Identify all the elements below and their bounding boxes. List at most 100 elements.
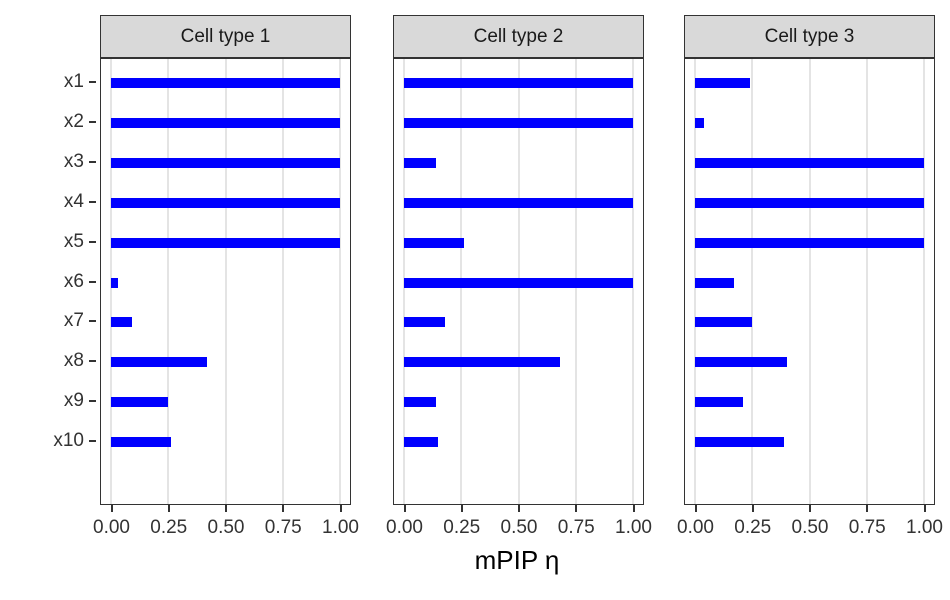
bar-x7-facet-1: [111, 317, 132, 328]
gridline: [808, 59, 811, 504]
x-axis-tick: [518, 505, 520, 512]
x-axis-tick-label: 0.00: [386, 517, 423, 538]
x-axis-tick-label: 1.00: [615, 517, 652, 538]
x-axis-tick: [167, 505, 170, 512]
bar-x6-facet-2: [404, 277, 633, 288]
bar-x4-facet-2: [404, 197, 633, 208]
bar-x2-facet-3: [695, 117, 705, 128]
x-axis-tick: [339, 505, 342, 512]
facet-strip-label-3: Cell type 3: [764, 25, 855, 47]
gridline: [751, 59, 754, 504]
gridline: [281, 59, 284, 504]
x-axis-tick-label: 0.25: [443, 517, 481, 538]
x-axis-tick: [225, 505, 227, 512]
y-axis-label-x7: x7: [63, 310, 84, 332]
x-axis-tick-label: 0.25: [150, 517, 188, 538]
facet-strip-label-2: Cell type 2: [473, 25, 564, 47]
gridline: [167, 59, 170, 504]
x-axis-tick: [575, 505, 578, 512]
y-axis-label-x3: x3: [63, 150, 84, 172]
facet-strip-1: Cell type 1: [100, 15, 351, 58]
bar-x9-facet-2: [404, 397, 437, 408]
bar-x8-facet-1: [111, 357, 208, 368]
bar-x9-facet-1: [111, 397, 169, 408]
bar-x5-facet-2: [404, 237, 464, 248]
bar-x7-facet-3: [695, 317, 753, 328]
x-axis-tick-label: 0.00: [677, 517, 714, 538]
y-axis-tick-x3: [89, 160, 96, 163]
bar-x2-facet-1: [111, 117, 340, 128]
x-axis-tick: [751, 505, 754, 512]
facet-plot-area-3: [684, 58, 935, 505]
y-axis-tick-x5: [89, 240, 96, 243]
y-axis-label-x2: x2: [63, 110, 84, 132]
x-axis-tick: [632, 505, 635, 512]
gridline: [224, 59, 227, 504]
x-axis-tick-label: 0.75: [557, 517, 595, 538]
bar-x10-facet-1: [111, 437, 171, 448]
y-axis-label-x6: x6: [63, 270, 84, 292]
x-axis-tick-label: 0.50: [791, 517, 829, 538]
bar-x4-facet-3: [695, 197, 924, 208]
bar-x8-facet-2: [404, 357, 560, 368]
y-axis-tick-x8: [89, 360, 96, 363]
x-axis-tick: [282, 505, 285, 512]
x-axis-tick-label: 1.00: [906, 517, 943, 538]
y-axis-label-x1: x1: [63, 70, 84, 92]
facet-strip-label-1: Cell type 1: [180, 25, 271, 47]
bar-x3-facet-3: [695, 157, 924, 168]
bar-x1-facet-1: [111, 77, 340, 88]
bar-x9-facet-3: [695, 397, 744, 408]
bar-x5-facet-1: [111, 237, 340, 248]
x-axis-tick: [403, 505, 406, 512]
x-axis-tick-label: 1.00: [322, 517, 359, 538]
x-axis-tick-label: 0.25: [734, 517, 772, 538]
x-axis-tick-label: 0.75: [848, 517, 886, 538]
bar-x10-facet-2: [404, 437, 439, 448]
y-axis-tick-x6: [89, 280, 96, 283]
bar-x7-facet-2: [404, 317, 446, 328]
y-axis-tick-x10: [89, 440, 96, 443]
facet-plot-area-1: [100, 58, 351, 505]
y-axis-label-x9: x9: [63, 390, 84, 412]
x-axis-tick-label: 0.00: [93, 517, 130, 538]
x-axis-tick-label: 0.50: [207, 517, 245, 538]
y-axis-label-x10: x10: [53, 430, 84, 452]
y-axis-label-x8: x8: [63, 350, 84, 372]
bar-x4-facet-1: [111, 197, 340, 208]
facet-strip-3: Cell type 3: [684, 15, 935, 58]
y-axis-tick-x9: [89, 400, 96, 403]
bar-x6-facet-1: [111, 277, 118, 288]
x-axis-tick: [923, 505, 926, 512]
y-axis-tick-x2: [89, 120, 96, 123]
bar-x1-facet-3: [695, 77, 750, 88]
x-axis-tick: [809, 505, 811, 512]
x-axis-tick: [110, 505, 113, 512]
bar-x1-facet-2: [404, 77, 633, 88]
bar-x3-facet-1: [111, 157, 340, 168]
y-axis-label-x5: x5: [63, 230, 84, 252]
gridline: [632, 59, 634, 504]
y-axis-tick-x7: [89, 320, 96, 323]
y-axis-label-x4: x4: [63, 190, 84, 212]
gridline: [923, 59, 925, 504]
x-axis-tick-label: 0.50: [500, 517, 538, 538]
gridline: [339, 59, 341, 504]
y-axis-tick-x4: [89, 200, 96, 203]
x-axis-title: mPIP η: [474, 545, 560, 575]
bar-x2-facet-2: [404, 117, 633, 128]
x-axis-tick: [866, 505, 869, 512]
x-axis-tick-label: 0.75: [264, 517, 302, 538]
bar-x3-facet-2: [404, 157, 437, 168]
bar-x8-facet-3: [695, 357, 787, 368]
facet-plot-area-2: [393, 58, 644, 505]
x-axis-tick: [460, 505, 463, 512]
y-axis-tick-x1: [89, 80, 96, 83]
gridline: [865, 59, 868, 504]
x-axis-tick: [694, 505, 697, 512]
bar-x10-facet-3: [695, 437, 785, 448]
bar-x5-facet-3: [695, 237, 924, 248]
bar-x6-facet-3: [695, 277, 734, 288]
facet-strip-2: Cell type 2: [393, 15, 644, 58]
